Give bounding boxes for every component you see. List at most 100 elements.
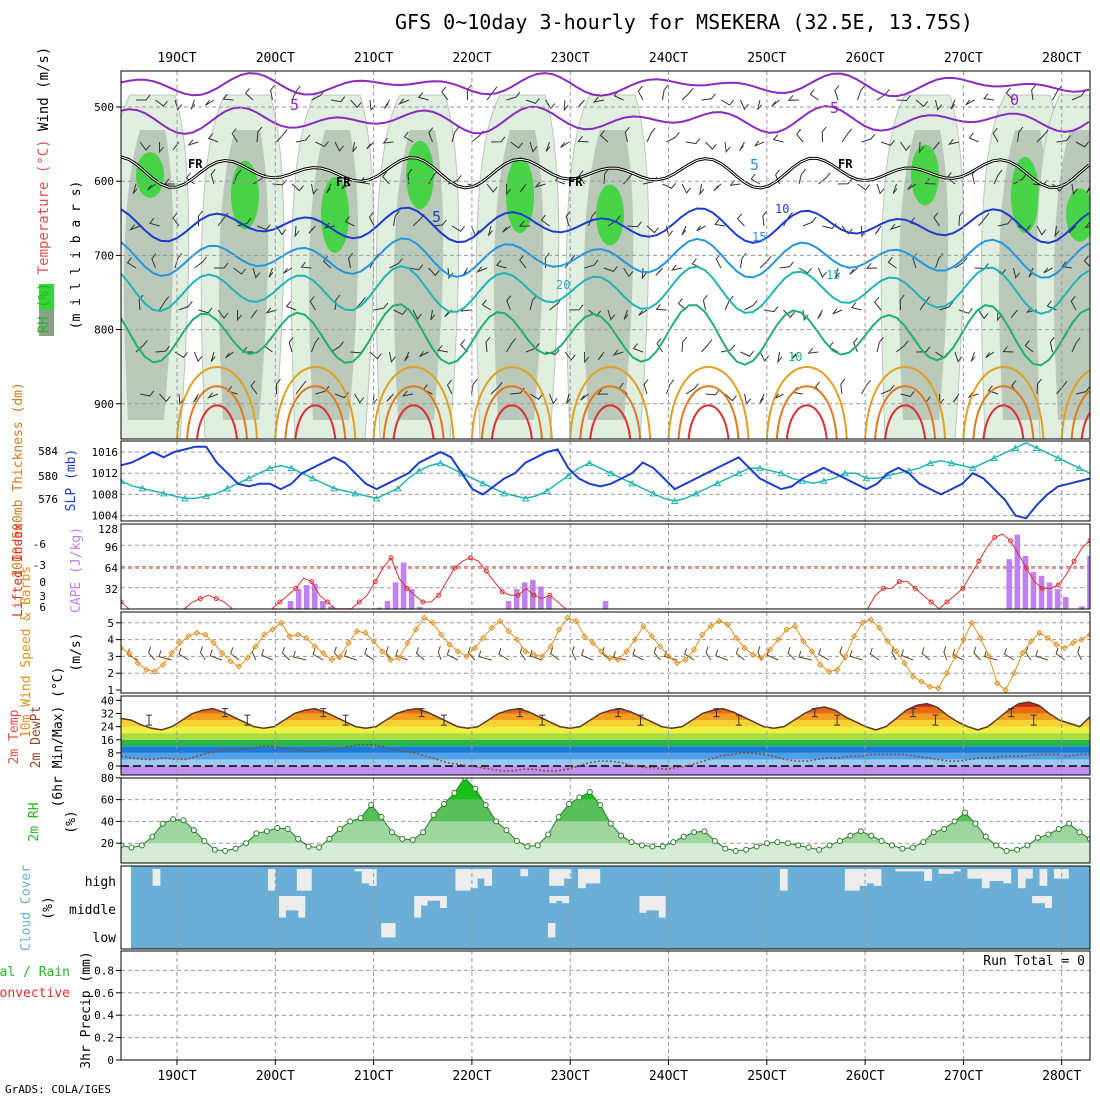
wind-barb	[244, 87, 254, 101]
thickness-marker	[121, 477, 125, 484]
rh-marker	[388, 829, 395, 836]
thickness-marker	[202, 492, 211, 499]
cloud-gap	[469, 869, 478, 889]
warm-isotherm	[1060, 369, 1090, 439]
wind-speed-marker	[454, 648, 462, 655]
rh-marker	[628, 839, 635, 846]
wind-barb	[466, 84, 472, 101]
wind-speed-marker	[766, 646, 774, 653]
cloud-gap	[1032, 896, 1040, 904]
temp-line	[121, 701, 1090, 731]
cloud-gap	[414, 896, 422, 918]
wind-speed-marker	[345, 639, 352, 647]
y-tick-label: 800	[94, 324, 114, 337]
rh-marker	[274, 824, 281, 831]
rh-marker	[545, 831, 552, 838]
wind-speed-marker	[1010, 669, 1018, 677]
temp-min-marker	[440, 714, 447, 726]
wind-barb	[326, 183, 332, 194]
wind-barb-10m	[798, 650, 813, 661]
isotherm-10	[121, 237, 1090, 279]
contour-label: 15	[826, 268, 840, 282]
wind-speed-marker	[850, 633, 858, 640]
wind-barb	[300, 261, 312, 269]
temp-max-marker	[1008, 708, 1015, 718]
y-tick-label: 40	[101, 694, 114, 707]
wind-barb	[1013, 267, 1021, 279]
wind-speed-marker	[227, 658, 234, 665]
rh-marker	[576, 794, 583, 801]
thickness-marker	[990, 454, 999, 462]
warm-isotherm	[186, 385, 248, 439]
rh-marker	[909, 844, 916, 851]
warm-isotherm	[274, 366, 357, 439]
thickness-marker	[393, 484, 402, 492]
thickness-marker	[521, 494, 530, 502]
cloud-gap	[1025, 869, 1033, 879]
rh-marker	[399, 835, 406, 842]
cloud-gap	[645, 896, 653, 911]
li-tick-label: 0	[39, 576, 46, 589]
temp-max-marker	[222, 708, 228, 718]
wind-barb	[623, 267, 634, 278]
wind-barb	[983, 93, 995, 101]
wind-barb	[834, 85, 840, 101]
wind-barb	[685, 383, 699, 395]
warm-isotherm	[176, 366, 258, 439]
lifted-index-marker	[547, 592, 553, 598]
cape-tick-label: 96	[105, 541, 118, 554]
lifted-index-marker	[531, 592, 537, 598]
wind-barb	[632, 343, 644, 353]
rh-shade-green	[506, 157, 534, 233]
wind-barb	[932, 141, 940, 151]
wind-speed-marker	[648, 633, 656, 640]
wind-barb	[729, 179, 741, 186]
wind-barb	[857, 183, 871, 191]
y-tick-label: 900	[94, 398, 114, 411]
wind-barb	[545, 99, 556, 110]
temp-ylabel-part: 2m Temp	[7, 709, 22, 764]
wind-speed-marker	[859, 619, 866, 627]
lifted-index-marker	[960, 585, 966, 591]
temp-min-marker	[932, 714, 939, 726]
thickness-marker	[968, 464, 977, 472]
wind-speed-marker	[429, 619, 436, 627]
y-tick-label: 0	[107, 760, 114, 773]
wind-barb-10m	[261, 648, 273, 661]
rh-marker	[1055, 826, 1062, 833]
wind-barb	[1071, 90, 1086, 101]
wind-barb	[529, 141, 538, 153]
wind-barb	[662, 84, 669, 101]
wind-barb-10m	[230, 647, 240, 661]
temp-min-marker	[834, 714, 841, 726]
rh-marker	[305, 843, 312, 850]
cloud-gap	[549, 869, 557, 886]
wind-barb	[126, 257, 137, 269]
wind-speed-marker	[328, 656, 335, 663]
wind-barb	[404, 351, 410, 362]
rh-marker	[586, 788, 593, 795]
contour-label: FR	[568, 175, 583, 189]
wind-barb	[705, 141, 717, 150]
x-tick-label-bottom: 27OCT	[944, 1069, 983, 1084]
rh-shade-grey	[123, 130, 174, 420]
wind-barb	[194, 256, 207, 269]
y-tick-label: 8	[107, 747, 114, 760]
cloud-gap	[455, 869, 464, 891]
wind-barb	[334, 141, 344, 152]
precip-axis: 0.8 0.6 0.4 0.2 0 Run Total = 0 Total / Rain Co…	[0, 951, 1085, 1068]
wind-barb	[490, 136, 506, 143]
wind-barb-10m	[653, 646, 661, 661]
wind-barb	[740, 350, 754, 357]
li-tick-label: 6	[39, 601, 46, 614]
wind-barb	[817, 309, 823, 320]
rh-marker	[743, 846, 750, 853]
wind-barb	[373, 302, 389, 311]
wind-speed-marker	[176, 639, 184, 647]
wind-barb	[787, 94, 800, 101]
wind-barb	[918, 141, 924, 154]
wind-barb	[1010, 309, 1018, 319]
rh-marker	[121, 842, 124, 849]
rh-frame	[120, 777, 1091, 864]
wind-speed-marker	[1086, 631, 1090, 638]
